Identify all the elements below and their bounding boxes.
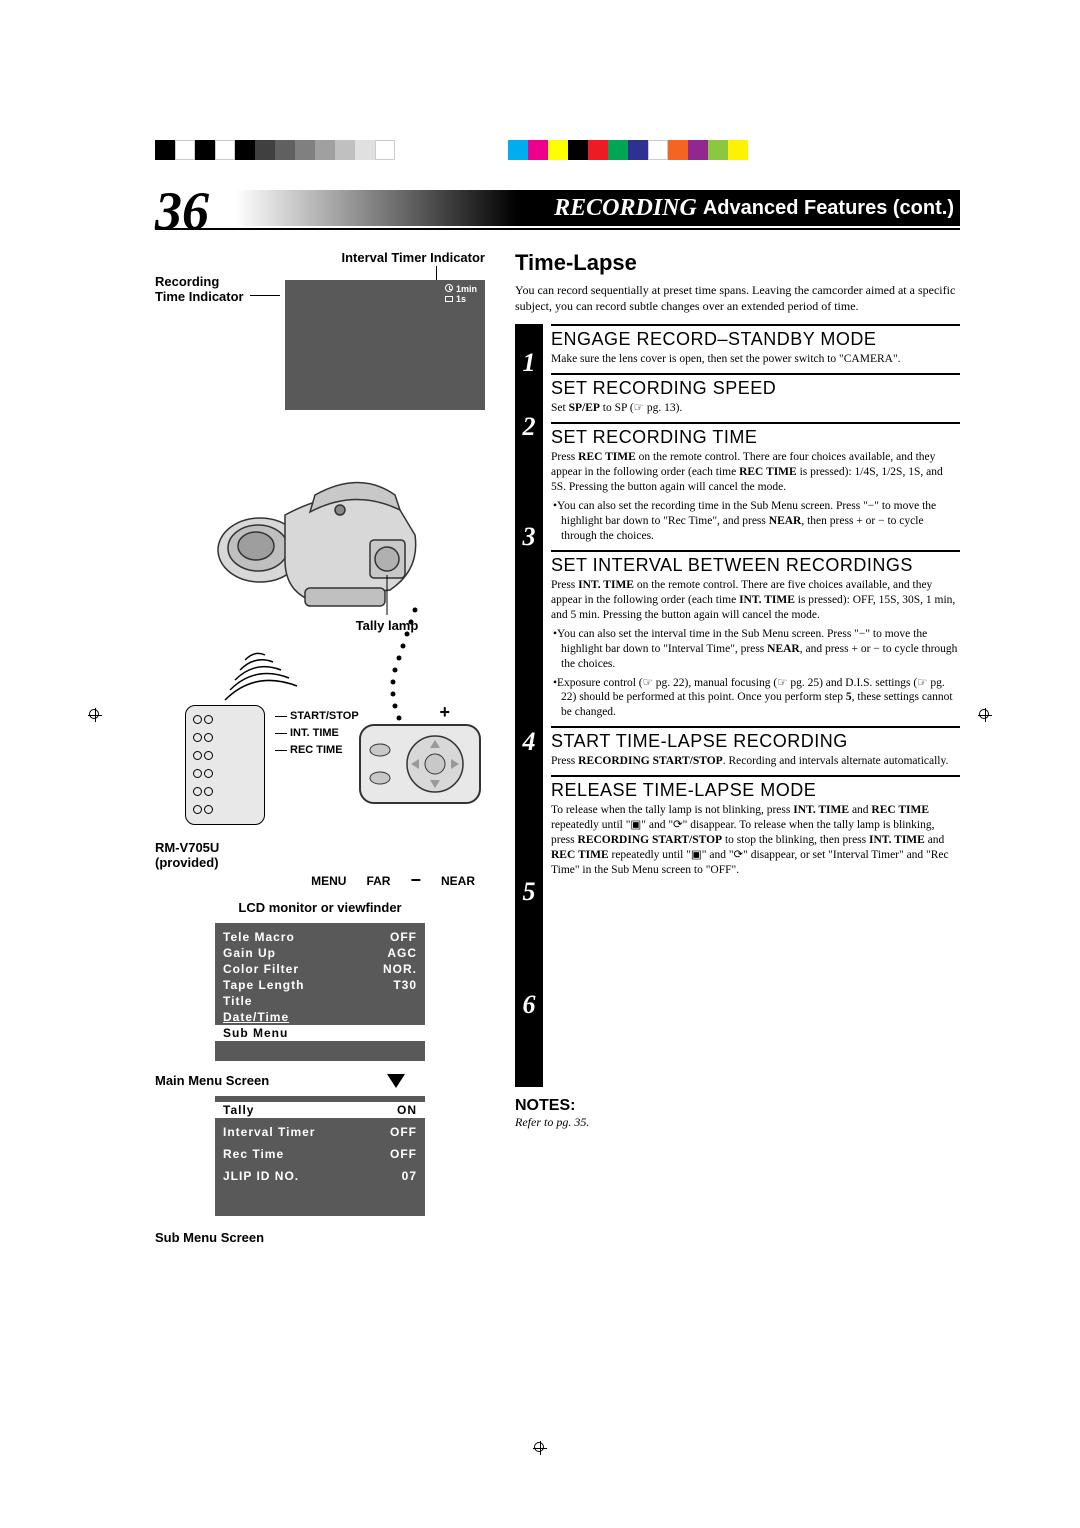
pad-minus: − [410, 874, 421, 888]
step-number-strip: 1 2 3 4 5 6 [515, 324, 543, 1087]
arrow-down-icon [387, 1074, 405, 1088]
notes-body: Refer to pg. 35. [515, 1115, 960, 1130]
step6-header: RELEASE TIME-LAPSE MODE [551, 780, 960, 801]
remote-provided: (provided) [155, 855, 219, 870]
page-number: 36 [155, 180, 209, 242]
step4-bullet1: •You can also set the interval time in t… [551, 627, 960, 672]
ind-interval-value: 1min [456, 284, 477, 294]
step6-body: To release when the tally lamp is not bl… [551, 803, 960, 878]
remote-control [185, 705, 265, 825]
step3-bullet: •You can also set the recording time in … [551, 499, 960, 544]
rear-pad-illustration [355, 720, 485, 820]
sub-menu-label: Sub Menu Screen [155, 1230, 485, 1245]
main-menu-screen: Tele MacroOFF Gain UpAGC Color FilterNOR… [215, 923, 425, 1061]
intro-text: You can record sequentially at preset ti… [515, 282, 960, 314]
main-menu-label: Main Menu Screen [155, 1073, 269, 1088]
step4-header: SET INTERVAL BETWEEN RECORDINGS [551, 555, 960, 576]
step5-body: Press RECORDING START/STOP. Recording an… [551, 754, 960, 769]
pad-label-near: NEAR [441, 874, 475, 888]
hdr-title-category: RECORDING [554, 195, 697, 222]
step4-body: Press INT. TIME on the remote control. T… [551, 578, 960, 623]
remote-label-inttime: INT. TIME [290, 727, 339, 739]
step3-header: SET RECORDING TIME [551, 427, 960, 448]
step2-header: SET RECORDING SPEED [551, 378, 960, 399]
step2-body: Set SP/EP to SP (☞ pg. 13). [551, 401, 960, 416]
section-title: Time-Lapse [515, 250, 960, 276]
step5-header: START TIME-LAPSE RECORDING [551, 731, 960, 752]
step1-body: Make sure the lens cover is open, then s… [551, 352, 960, 367]
callout-interval-timer: Interval Timer Indicator [341, 250, 485, 265]
remote-label-rectime: REC TIME [290, 744, 343, 756]
ind-rectime-value: 1s [456, 294, 466, 304]
lcd-or-viewfinder-label: LCD monitor or viewfinder [155, 900, 485, 915]
step3-body: Press REC TIME on the remote control. Th… [551, 450, 960, 495]
sub-menu-screen: TallyON Interval TimerOFF Rec TimeOFF JL… [215, 1096, 425, 1216]
page-header: 36 RECORDING Advanced Features (cont.) [155, 190, 960, 230]
pad-label-far: FAR [366, 874, 390, 888]
step4-bullet2: •Exposure control (☞ pg. 22), manual foc… [551, 676, 960, 721]
print-registration-color [508, 140, 748, 160]
pad-label-menu: MENU [311, 874, 346, 888]
callout-recording: Recording Time Indicator [155, 274, 244, 304]
viewfinder-indicator-box: 1min 1s [285, 280, 485, 410]
remote-label-startstop: START/STOP [290, 710, 359, 722]
print-registration-bw [155, 140, 395, 160]
hdr-title-section: Advanced Features (cont.) [703, 197, 954, 220]
step1-header: ENGAGE RECORD–STANDBY MODE [551, 329, 960, 350]
notes-header: NOTES: [515, 1097, 960, 1115]
